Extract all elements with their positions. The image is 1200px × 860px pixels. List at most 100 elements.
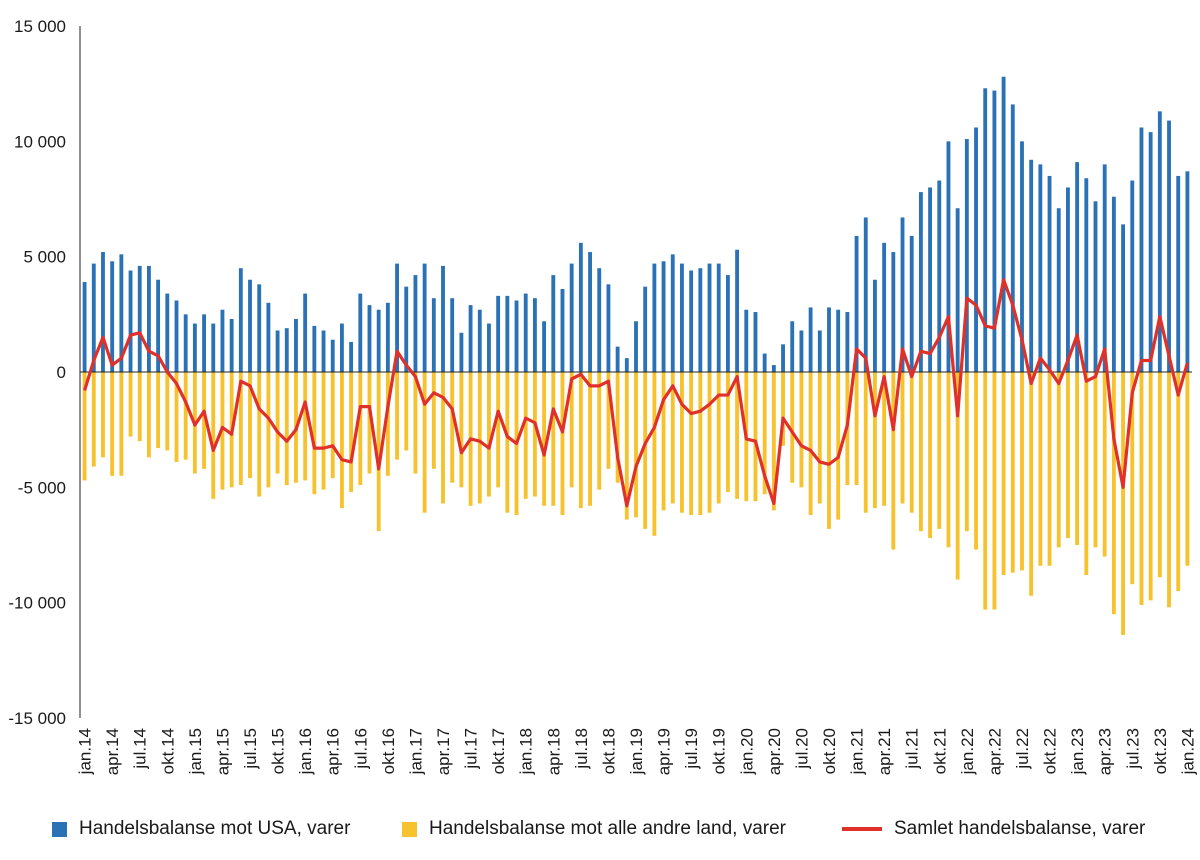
x-tick-label: jan.14 (76, 728, 95, 775)
x-tick-label: okt.22 (1041, 728, 1060, 774)
x-tick-label: jan.23 (1068, 728, 1087, 775)
usa-bar (413, 275, 418, 372)
other-bar (955, 372, 960, 580)
x-tick-label: okt.17 (489, 728, 508, 774)
usa-bar (505, 295, 510, 372)
usa-bar (735, 249, 740, 372)
other-bar (119, 372, 124, 476)
usa-bar (514, 300, 519, 372)
x-tick-label: apr.18 (544, 728, 563, 775)
other-bar (257, 372, 262, 497)
other-bar (882, 372, 887, 506)
other-bar (101, 372, 105, 458)
other-bar (431, 372, 436, 469)
other-bar (487, 372, 491, 497)
other-bar (762, 372, 767, 495)
other-bar (211, 372, 216, 499)
other-bar (312, 372, 317, 495)
other-bar (974, 372, 978, 550)
other-bar (174, 372, 179, 462)
x-tick-label: okt.21 (930, 728, 949, 774)
other-bar (422, 372, 427, 513)
usa-bar (634, 321, 638, 372)
usa-bar (91, 263, 96, 372)
other-bar (303, 372, 308, 481)
usa-bar (1157, 111, 1162, 372)
other-bar (799, 372, 804, 488)
x-tick-label: apr.19 (655, 728, 674, 775)
other-bar (1056, 372, 1061, 548)
y-tick-label: -15 000 (8, 709, 66, 728)
x-tick-label: jan.18 (517, 728, 536, 775)
other-bar (82, 372, 87, 481)
usa-bar (183, 314, 188, 372)
other-bar (459, 372, 464, 488)
x-tick-label: jan.21 (848, 728, 867, 775)
usa-bar (918, 192, 923, 372)
usa-bar (707, 263, 712, 372)
usa-bar (928, 187, 933, 372)
usa-bar (1038, 164, 1043, 372)
x-tick-label: apr.16 (324, 728, 343, 775)
other-bar (165, 372, 170, 451)
other-bar (137, 372, 142, 442)
y-tick-label: 5 000 (23, 248, 66, 267)
usa-bar (487, 323, 491, 372)
other-bar (578, 372, 583, 509)
other-bar (863, 372, 868, 513)
usa-bar (496, 295, 501, 372)
other-bar (725, 372, 730, 492)
legend-item-other: Handelsbalanse mot alle andre land, vare… (402, 818, 786, 840)
usa-bar (597, 268, 602, 372)
usa-bar (698, 268, 703, 372)
x-tick-label: okt.14 (158, 728, 177, 774)
other-bar (128, 372, 133, 437)
y-tick-label: -5 000 (18, 478, 66, 497)
usa-bar (229, 318, 234, 372)
other-bar (1167, 372, 1171, 608)
usa-bar (1185, 171, 1190, 372)
usa-bar (266, 302, 271, 372)
other-bar (1102, 372, 1107, 557)
other-bar (450, 372, 455, 483)
other-bar (330, 372, 335, 479)
other-bar (385, 372, 390, 476)
x-tick-label: okt.20 (820, 728, 839, 774)
other-bar (238, 372, 243, 486)
usa-bar (146, 265, 151, 372)
usa-bar (1176, 175, 1181, 372)
other-bar (937, 372, 942, 529)
other-bar (689, 372, 694, 516)
other-bar (275, 372, 280, 474)
other-bar (441, 372, 445, 504)
usa-bar (101, 252, 105, 372)
usa-bar (992, 90, 997, 372)
other-bar (1075, 372, 1080, 545)
x-tick-label: jan.24 (1178, 728, 1197, 775)
other-bar (983, 372, 988, 610)
legend-swatch-other (402, 821, 417, 837)
usa-bar (284, 328, 289, 372)
x-tick-label: apr.22 (985, 728, 1004, 775)
other-bar (661, 372, 666, 511)
other-bar (560, 372, 565, 516)
x-tick-label: apr.23 (1096, 728, 1115, 775)
usa-bar (110, 261, 115, 372)
other-bar (523, 372, 528, 499)
usa-bar (817, 330, 822, 372)
usa-bar (137, 265, 142, 372)
other-bar (771, 372, 776, 511)
other-bar (477, 372, 482, 504)
legend-label-other: Handelsbalanse mot alle andre land, vare… (429, 818, 786, 839)
legend-label-usa: Handelsbalanse mot USA, varer (79, 818, 351, 839)
other-bar (551, 372, 556, 506)
x-tick-label: jan.17 (406, 728, 425, 775)
usa-bar (1056, 208, 1061, 372)
other-bar (91, 372, 96, 467)
y-tick-label: -10 000 (8, 594, 66, 613)
usa-bar (615, 346, 620, 372)
other-bar (753, 372, 758, 502)
usa-bar (220, 309, 225, 372)
x-tick-label: apr.17 (434, 728, 453, 775)
